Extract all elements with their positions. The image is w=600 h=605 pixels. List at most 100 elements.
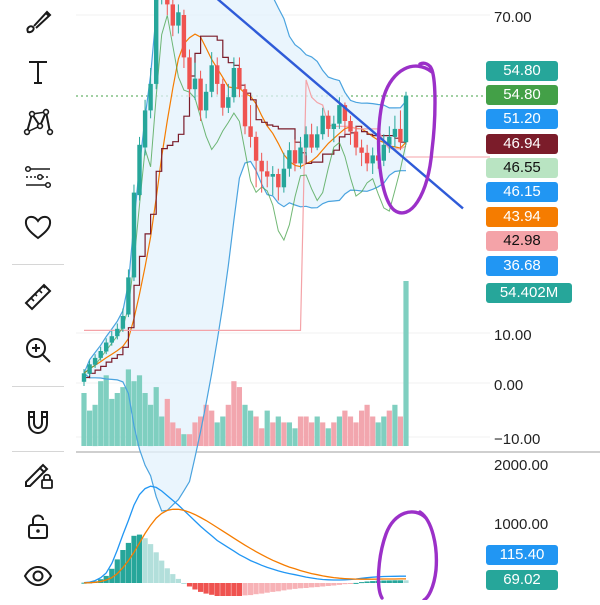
lock-drawings-tool[interactable] (14, 452, 62, 496)
volume-bar (286, 422, 292, 446)
volume-bar (320, 422, 326, 446)
volume-bar (114, 393, 120, 446)
volume-bar (192, 422, 198, 446)
prediction-tool[interactable] (14, 155, 62, 199)
lagging-green-line (83, 15, 407, 374)
volume-bar (136, 375, 143, 446)
drawing-toolbar (0, 0, 76, 600)
candle-body (298, 147, 303, 164)
candle-body (109, 336, 114, 343)
magnet-icon (28, 411, 48, 435)
candle-body (131, 192, 137, 278)
volume-bar (81, 393, 87, 446)
macd-histogram-bar (264, 583, 270, 593)
price-label-tag: 43.94 (486, 207, 558, 227)
magnet-tool[interactable] (14, 400, 62, 444)
macd-histogram-bar (236, 583, 242, 596)
candle-body (370, 155, 375, 164)
volume-bar (125, 369, 131, 446)
candle-body (165, 0, 170, 5)
macd-histogram-bar (297, 583, 304, 589)
volume-bar (209, 410, 215, 446)
pattern-tool[interactable] (14, 100, 62, 144)
volume-bar (359, 410, 365, 446)
candle-body (309, 134, 314, 148)
price-label-tag: 51.20 (486, 109, 558, 129)
volume-bar (364, 404, 370, 447)
volume-bar (336, 416, 342, 446)
candle-body (292, 150, 298, 164)
macd-histogram-bar (120, 550, 126, 583)
price-label-tag: 54.402M (486, 283, 572, 303)
brush-tool[interactable] (14, 0, 62, 44)
visibility-tool[interactable] (14, 554, 62, 598)
macd-histogram-bar (392, 580, 398, 583)
macd-histogram-bar (253, 583, 259, 595)
candle-body (392, 128, 398, 137)
zoom-in-tool[interactable] (14, 328, 62, 372)
macd-histogram-bar (364, 581, 370, 583)
macd-histogram-bar (225, 583, 231, 596)
price-label-tag: 46.55 (486, 158, 558, 178)
macd-histogram-bar (259, 583, 265, 594)
candle-body (270, 174, 275, 177)
ruler-tool[interactable] (14, 275, 62, 319)
candle-body (281, 168, 287, 188)
macd-axis-tick: 1000.00 (494, 516, 548, 533)
text-tool[interactable] (14, 50, 62, 94)
macd-histogram-bar (397, 580, 403, 583)
price-label-tag: 54.80 (486, 85, 558, 105)
candle-body (203, 91, 209, 111)
candle-body (104, 342, 109, 352)
bollinger-fill (84, 0, 406, 511)
volume-bar (225, 404, 231, 447)
volume-bar (186, 434, 193, 446)
annotation-circle (376, 510, 439, 602)
volume-bar (381, 416, 387, 446)
macd-histogram-bar (109, 568, 115, 583)
price-axis-tick: 70.00 (494, 9, 532, 26)
candle-body (187, 57, 192, 90)
volume-bar (281, 422, 287, 446)
price-axis-tick: 10.00 (494, 327, 532, 344)
macd-histogram-bar (131, 535, 137, 583)
macd-histogram-bar (114, 559, 120, 583)
candle-body (198, 78, 203, 111)
volume-bar (109, 398, 115, 446)
price-label-tag: 69.02 (486, 570, 558, 590)
volume-bar (220, 416, 226, 446)
toolbar-divider (12, 264, 64, 265)
candle-body (209, 65, 214, 92)
lock-tool[interactable] (14, 504, 62, 548)
price-axis-tick: −10.00 (494, 431, 540, 448)
candle-body (215, 65, 220, 84)
favorites-tool[interactable] (14, 205, 62, 249)
volume-bar (236, 387, 242, 446)
macd-histogram-bar (198, 583, 204, 592)
macd-histogram-bar (231, 583, 237, 596)
macd-histogram-bar (342, 583, 348, 585)
macd-histogram-bar (331, 583, 337, 586)
trendline (216, 0, 464, 210)
macd-histogram-bar (81, 582, 87, 584)
volume-bar (242, 404, 248, 447)
candle-body (337, 105, 342, 124)
candle-body (142, 110, 148, 148)
volume-bar (370, 416, 376, 446)
volume-bars (81, 281, 409, 447)
volume-bar (259, 428, 265, 446)
candle-body (192, 78, 198, 90)
price-label-tag: 42.98 (486, 231, 558, 251)
unlock-icon (28, 514, 48, 539)
candle-body (364, 152, 370, 164)
brush-icon (26, 10, 52, 34)
volume-bar (392, 404, 398, 447)
macd-histogram-bar (336, 583, 342, 585)
volume-bar (297, 416, 304, 446)
candle-body (303, 134, 309, 148)
candle-body (92, 357, 98, 365)
macd-histogram-bar (270, 583, 276, 592)
candle-body (176, 12, 181, 26)
